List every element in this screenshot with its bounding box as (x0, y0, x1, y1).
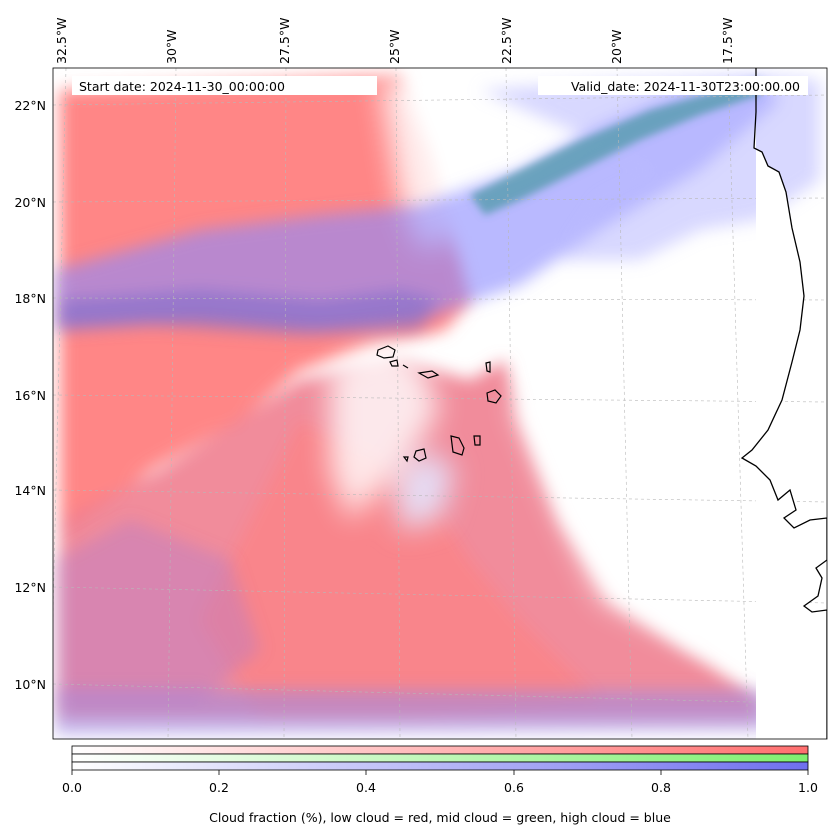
colorbar-mid-cloud (71, 753, 809, 763)
colorbar-label: Cloud fraction (%), low cloud = red, mid… (209, 810, 671, 825)
coastline-africa (740, 68, 827, 739)
colorbar-tick: 0.6 (504, 780, 524, 795)
lat-label: 12°N (14, 580, 46, 595)
map-panel: Start date: 2024-11-30_00:00:00 Valid_da… (53, 68, 827, 739)
colorbar-tick: 0.8 (651, 780, 671, 795)
valid-date-text: Valid_date: 2024-11-30T23:00:00.00 (571, 79, 800, 94)
colorbar-high-cloud (71, 761, 809, 771)
lon-label: 30°W (164, 29, 179, 64)
lon-label: 22.5°W (499, 18, 514, 64)
cape-verde-islands (376, 345, 502, 463)
lat-label: 18°N (14, 291, 46, 306)
lon-label: 17.5°W (720, 18, 735, 64)
lat-label: 14°N (14, 483, 46, 498)
lon-label: 25°W (387, 29, 402, 64)
colorbar-low-cloud (71, 745, 809, 755)
colorbar-tick: 0.2 (209, 780, 229, 795)
lon-label: 32.5°W (54, 18, 69, 64)
lat-label: 16°N (14, 388, 46, 403)
valid-date-box (538, 76, 808, 95)
colorbar-tick: 0.4 (356, 780, 376, 795)
lon-label: 20°W (609, 29, 624, 64)
lat-label: 22°N (14, 98, 46, 113)
colorbar-tick: 0.0 (62, 780, 82, 795)
start-date-text: Start date: 2024-11-30_00:00:00 (79, 79, 285, 94)
mid-cloud-field (470, 80, 760, 215)
lat-label: 20°N (14, 195, 46, 210)
colorbar-tick: 1.0 (798, 780, 818, 795)
longitude-labels: 32.5°W 30°W 27.5°W 25°W 22.5°W 20°W 17.5… (54, 18, 735, 64)
start-date-box (72, 76, 377, 95)
colorbar: 0.0 0.2 0.4 0.6 0.8 1.0 Cloud fraction (… (62, 745, 818, 825)
lat-label: 10°N (14, 677, 46, 692)
map-frame (52, 67, 828, 740)
graticule (53, 68, 827, 739)
lon-label: 27.5°W (277, 18, 292, 64)
latitude-labels: 22°N 20°N 18°N 16°N 14°N 12°N 10°N (14, 98, 46, 692)
